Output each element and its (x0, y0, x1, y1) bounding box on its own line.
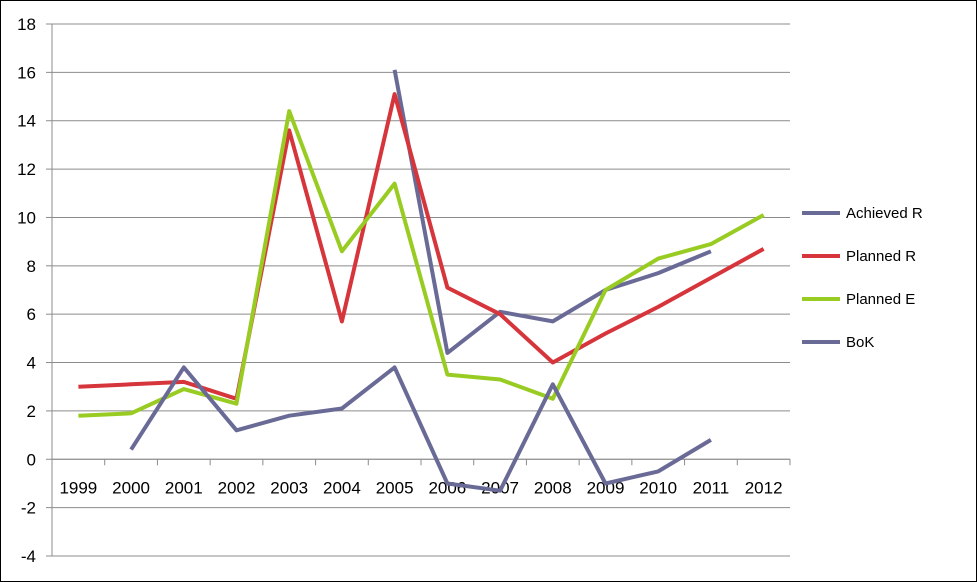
series-line-achieved-r (392, 69, 712, 355)
legend: Achieved R Planned R Planned E BoK (802, 205, 923, 351)
y-tick-label: -2 (21, 499, 36, 518)
x-tick-label: 2012 (745, 478, 783, 497)
series-lines (78, 69, 765, 493)
legend-label: BoK (846, 334, 874, 351)
x-tick-label: 2001 (165, 478, 203, 497)
series-line-planned-e (78, 109, 765, 418)
y-tick-label: 16 (17, 63, 36, 82)
y-tick-label: 18 (17, 15, 36, 34)
y-tick-label: 8 (27, 257, 36, 276)
legend-label: Planned R (846, 248, 916, 265)
series-line-bok (129, 365, 712, 493)
y-tick-labels: 18 16 14 12 10 8 6 4 2 0 -2 -4 (17, 15, 36, 566)
x-tick-label: 2000 (112, 478, 150, 497)
y-tick-label: 2 (27, 402, 36, 421)
y-tick-label: 12 (17, 160, 36, 179)
x-tick-label: 2011 (693, 478, 730, 497)
gridlines (52, 23, 790, 557)
x-tick-label: 2010 (639, 478, 677, 497)
x-tick-label: 1999 (59, 478, 97, 497)
y-tick-label: 6 (27, 305, 36, 324)
legend-label: Planned E (846, 291, 915, 308)
x-tick-label: 2008 (534, 478, 572, 497)
y-tick-label: 14 (17, 112, 36, 131)
x-tick-label: 2002 (218, 478, 256, 497)
x-tick-labels: 1999 2000 2001 2002 2003 2004 2005 2006 2007 2008… (59, 478, 782, 497)
x-tick-label: 2005 (376, 478, 414, 497)
y-tick-label: 10 (17, 208, 36, 227)
y-tick-label: -4 (21, 547, 36, 566)
y-tick-label: 4 (27, 354, 36, 373)
y-tick-label: 0 (27, 450, 36, 469)
series-line-planned-r (78, 92, 765, 401)
legend-label: Achieved R (846, 205, 923, 222)
x-tick-label: 2004 (323, 478, 361, 497)
x-tick-label: 2003 (270, 478, 308, 497)
axes (46, 23, 791, 557)
